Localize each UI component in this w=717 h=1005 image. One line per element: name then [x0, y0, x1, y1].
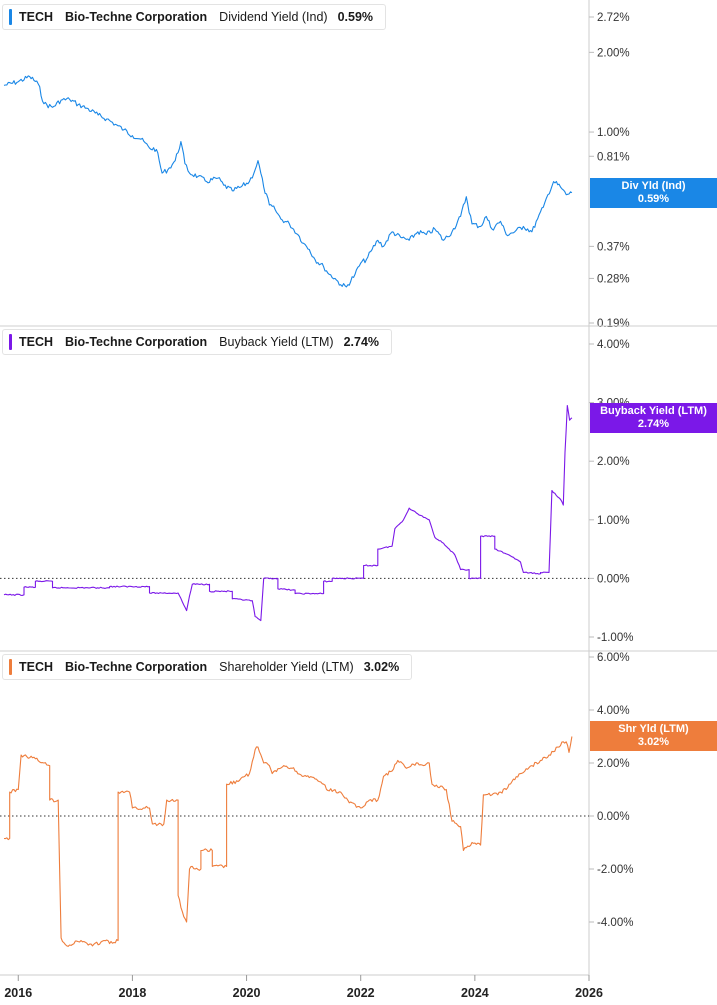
panel-3-ytick-label-3: 0.00%: [597, 811, 630, 823]
legend-ticker-3: TECH: [19, 660, 54, 674]
xtick-label-2: 2020: [233, 986, 261, 1000]
panel-3-ytick-label-4: -2.00%: [597, 864, 633, 876]
legend-ticker-2: TECH: [19, 335, 54, 349]
panel-1-ytick-label-6: 0.19%: [597, 318, 630, 330]
legend-ticker-1: TECH: [19, 10, 54, 24]
legend-panel-1: TECH Bio-Techne Corporation Dividend Yie…: [2, 4, 387, 30]
legend-value-1: 0.59%: [337, 10, 374, 24]
value-flag-3-value: 3.02%: [637, 736, 670, 748]
value-flag-1-value: 0.59%: [637, 193, 670, 205]
panel-1-ytick-label-5: 0.28%: [597, 273, 630, 285]
panel-3-ytick-label-2: 2.00%: [597, 758, 630, 770]
panel-1-ytick-label-1: 2.00%: [597, 47, 630, 59]
legend-value-3: 3.02%: [363, 660, 400, 674]
xtick-label-4: 2024: [461, 986, 489, 1000]
panel-1-ytick-label-0: 2.72%: [597, 12, 630, 24]
panel-1-ytick-label-3: 0.81%: [597, 151, 630, 163]
legend-swatch-1: [9, 9, 12, 25]
legend-company-3: Bio-Techne Corporation: [65, 660, 208, 674]
legend-value-2: 2.74%: [343, 335, 380, 349]
legend-panel-2: TECH Bio-Techne Corporation Buyback Yiel…: [2, 329, 393, 355]
panel-3-ytick-label-0: 6.00%: [597, 652, 630, 664]
value-flag-1: Div Yld (Ind) 0.59%: [590, 178, 717, 208]
panel-2-ytick-label-5: -1.00%: [597, 632, 633, 644]
panel-2-ytick-label-4: 0.00%: [597, 573, 630, 585]
legend-metric-3: Shareholder Yield (LTM): [219, 660, 354, 674]
panel-2-ytick-label-3: 1.00%: [597, 515, 630, 527]
legend-metric-1: Dividend Yield (Ind): [219, 10, 328, 24]
value-flag-2: Buyback Yield (LTM) 2.74%: [590, 403, 717, 433]
panel-1-ytick-label-2: 1.00%: [597, 127, 630, 139]
value-flag-3-label: Shr Yld (LTM): [618, 723, 689, 735]
value-flag-3: Shr Yld (LTM) 3.02%: [590, 721, 717, 751]
legend-panel-3: TECH Bio-Techne Corporation Shareholder …: [2, 654, 413, 680]
panel-3-ytick-label-1: 4.00%: [597, 705, 630, 717]
panel-1-ytick-label-4: 0.37%: [597, 241, 630, 253]
panel-2-series-line: [3, 404, 573, 622]
panel-3-series-line: [3, 736, 573, 947]
xtick-label-1: 2018: [119, 986, 147, 1000]
panel-1-series-line: [3, 75, 573, 288]
panel-3-ytick-label-5: -4.00%: [597, 917, 633, 929]
legend-swatch-3: [9, 659, 12, 675]
legend-company-2: Bio-Techne Corporation: [65, 335, 208, 349]
panel-2-ytick-label-2: 2.00%: [597, 456, 630, 468]
legend-swatch-2: [9, 334, 12, 350]
xtick-label-5: 2026: [575, 986, 603, 1000]
value-flag-2-value: 2.74%: [637, 418, 670, 430]
value-flag-2-label: Buyback Yield (LTM): [600, 405, 707, 417]
legend-company-1: Bio-Techne Corporation: [65, 10, 208, 24]
panel-2-ytick-label-0: 4.00%: [597, 339, 630, 351]
legend-metric-2: Buyback Yield (LTM): [219, 335, 334, 349]
value-flag-1-label: Div Yld (Ind): [621, 180, 686, 192]
xtick-label-3: 2022: [347, 986, 375, 1000]
xtick-label-0: 2016: [4, 986, 32, 1000]
